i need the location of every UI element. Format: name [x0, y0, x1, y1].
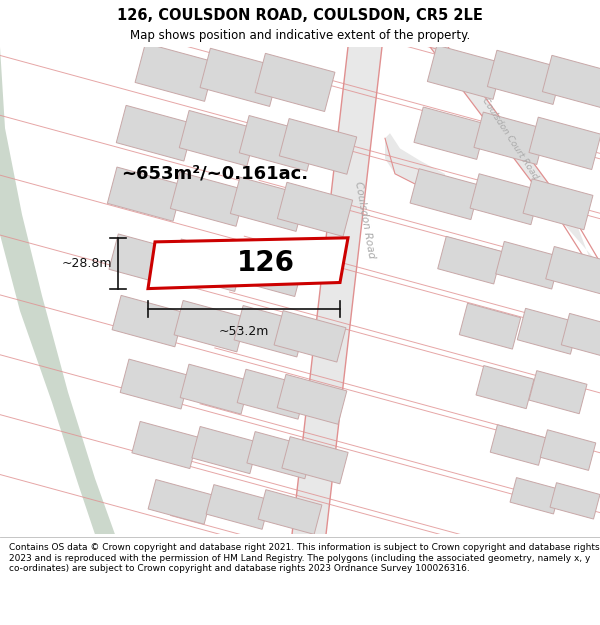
Text: Coulsdon Road: Coulsdon Road — [353, 180, 377, 259]
Polygon shape — [170, 172, 245, 226]
Polygon shape — [200, 48, 280, 106]
Polygon shape — [438, 236, 502, 284]
Polygon shape — [109, 234, 181, 286]
Polygon shape — [510, 478, 560, 514]
Polygon shape — [148, 238, 348, 289]
Polygon shape — [107, 167, 182, 221]
Polygon shape — [232, 244, 304, 296]
Polygon shape — [206, 484, 270, 529]
Polygon shape — [274, 311, 346, 362]
Polygon shape — [192, 426, 258, 474]
Polygon shape — [255, 53, 335, 111]
Polygon shape — [427, 45, 503, 99]
Polygon shape — [258, 490, 322, 534]
Polygon shape — [474, 112, 546, 164]
Polygon shape — [179, 111, 257, 166]
Polygon shape — [116, 106, 194, 161]
Text: Contains OS data © Crown copyright and database right 2021. This information is : Contains OS data © Crown copyright and d… — [9, 543, 599, 573]
Polygon shape — [459, 303, 521, 349]
Polygon shape — [410, 169, 480, 219]
Polygon shape — [148, 479, 212, 524]
Polygon shape — [476, 366, 534, 409]
Text: 126: 126 — [237, 249, 295, 277]
Polygon shape — [112, 296, 184, 347]
Polygon shape — [529, 371, 587, 414]
Polygon shape — [487, 50, 563, 104]
Polygon shape — [496, 241, 560, 289]
Polygon shape — [490, 425, 546, 465]
Polygon shape — [414, 107, 486, 159]
Polygon shape — [523, 179, 593, 230]
Polygon shape — [247, 432, 313, 479]
Text: ~28.8m: ~28.8m — [62, 257, 112, 270]
Polygon shape — [230, 177, 305, 231]
Polygon shape — [279, 119, 357, 174]
Text: Map shows position and indicative extent of the property.: Map shows position and indicative extent… — [130, 29, 470, 42]
Polygon shape — [132, 421, 198, 469]
Polygon shape — [239, 116, 317, 171]
Polygon shape — [237, 369, 307, 419]
Text: Coulsdon Court Road: Coulsdon Court Road — [480, 96, 540, 181]
Polygon shape — [234, 306, 306, 357]
Polygon shape — [277, 374, 347, 424]
Polygon shape — [470, 174, 540, 224]
Polygon shape — [135, 43, 215, 101]
Text: ~53.2m: ~53.2m — [219, 325, 269, 338]
Polygon shape — [385, 133, 445, 189]
Polygon shape — [542, 56, 600, 109]
Polygon shape — [430, 47, 600, 286]
Polygon shape — [174, 301, 246, 352]
Polygon shape — [540, 430, 596, 471]
Polygon shape — [277, 182, 353, 236]
Polygon shape — [180, 364, 250, 414]
Polygon shape — [0, 47, 115, 534]
Text: ~653m²/~0.161ac.: ~653m²/~0.161ac. — [121, 165, 308, 183]
Text: 126, COULSDON ROAD, COULSDON, CR5 2LE: 126, COULSDON ROAD, COULSDON, CR5 2LE — [117, 8, 483, 23]
Polygon shape — [292, 47, 382, 534]
Polygon shape — [529, 117, 600, 169]
Polygon shape — [282, 437, 348, 484]
Polygon shape — [546, 246, 600, 294]
Polygon shape — [172, 239, 244, 291]
Polygon shape — [517, 308, 579, 354]
Polygon shape — [550, 482, 600, 519]
Polygon shape — [561, 313, 600, 359]
Polygon shape — [120, 359, 190, 409]
